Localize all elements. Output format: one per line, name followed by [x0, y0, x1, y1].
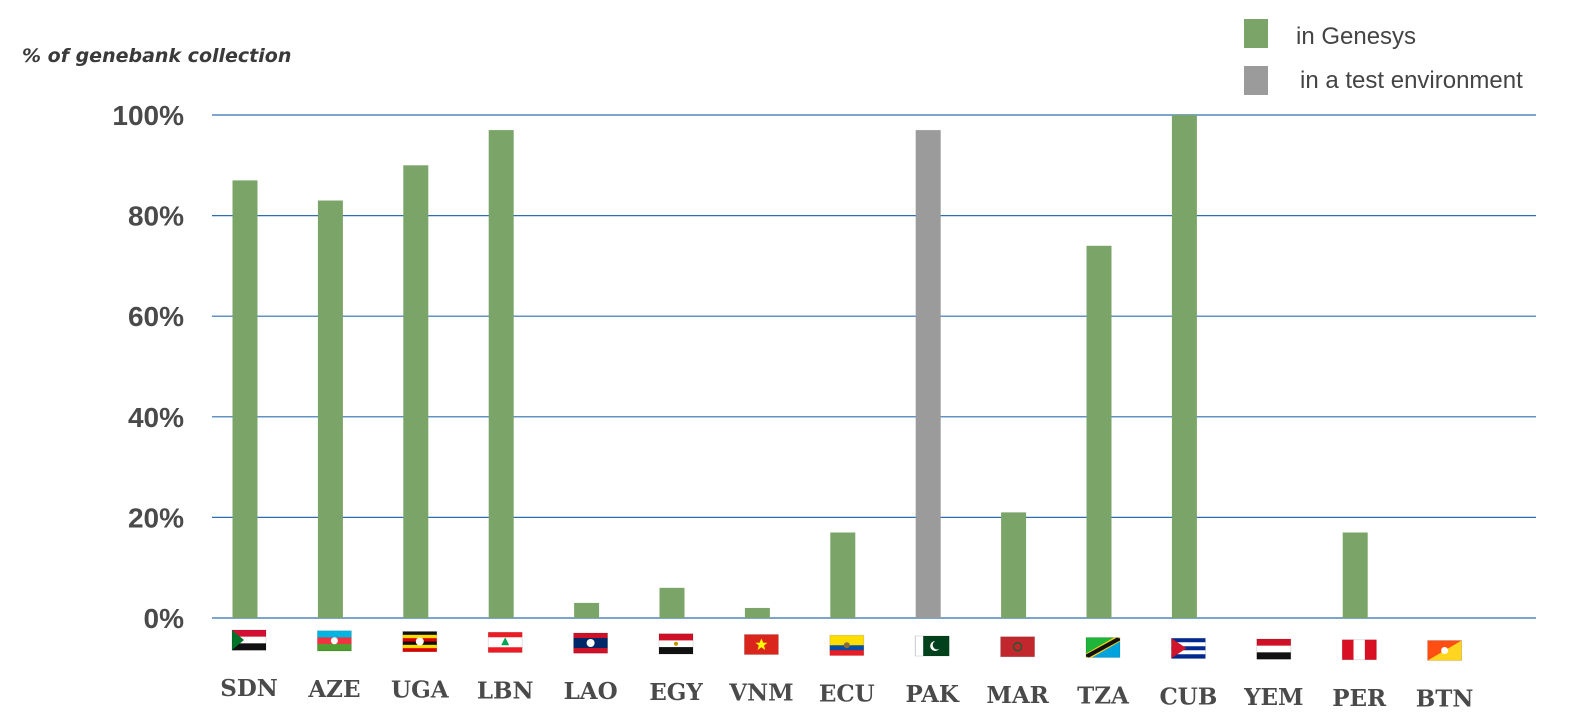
flag-tanzania-icon [1085, 637, 1121, 658]
bar-egy [659, 587, 685, 618]
y-tick-label: 60% [128, 301, 184, 332]
flag-sudan-icon [231, 629, 267, 651]
x-axis-ticks: SDN AZE UGA LBN LAO EGY VNM ECU PAK MAR TZA CUB YEM P… [220, 675, 1473, 713]
flag-peru-icon [1341, 639, 1377, 661]
flag-egypt-icon [658, 633, 694, 655]
bar-cub [1171, 115, 1197, 618]
flag-vietnam-icon [744, 634, 779, 655]
bar-pak [915, 130, 941, 618]
y-tick-label: 80% [128, 201, 184, 232]
x-tick-label-sdn: SDN [220, 675, 278, 702]
x-tick-label-ecu: ECU [819, 680, 875, 707]
legend: in Genesys in a test environment [1244, 19, 1523, 95]
x-tick-label-aze: AZE [307, 676, 360, 703]
flag-azerbaijan-icon [316, 630, 352, 652]
flag-lebanon-icon [487, 631, 523, 653]
legend-swatch-in-test-environment [1244, 66, 1268, 95]
flag-cuba-icon [1171, 637, 1206, 659]
bar-uga [403, 165, 429, 619]
flag-ecuador-icon [829, 634, 865, 656]
y-axis-label: % of genebank collection [22, 45, 291, 67]
y-tick-label: 20% [128, 502, 184, 533]
flag-pakistan-icon [914, 635, 950, 657]
x-tick-label-lbn: LBN [477, 677, 534, 704]
flag-yemen-icon [1256, 638, 1292, 660]
x-tick-label-uga: UGA [391, 677, 450, 704]
y-tick-label: 0% [144, 603, 185, 634]
x-tick-label-vnm: VNM [728, 680, 793, 707]
x-tick-label-per: PER [1332, 685, 1387, 712]
bar-ecu [830, 532, 856, 618]
flag-laos-icon [573, 632, 608, 654]
x-tick-label-lao: LAO [564, 678, 618, 705]
legend-swatch-in-genesys [1244, 19, 1268, 48]
y-axis-ticks: 0% 20% 40% 60% 80% 100% [112, 100, 184, 634]
country-flags [231, 629, 1462, 661]
x-tick-label-btn: BTN [1416, 686, 1474, 713]
bar-aze [317, 200, 343, 618]
bar-per [1342, 532, 1368, 618]
flag-morocco-icon [1000, 636, 1035, 658]
x-tick-label-mar: MAR [986, 682, 1049, 709]
bar-tza [1086, 245, 1112, 618]
bar-mar [1001, 512, 1027, 618]
legend-label-in-genesys: in Genesys [1296, 23, 1416, 50]
y-tick-label: 40% [128, 402, 184, 433]
legend-label-in-test-environment: in a test environment [1300, 67, 1523, 94]
bar-lbn [488, 130, 514, 618]
flag-uganda-icon [402, 631, 438, 652]
x-tick-label-pak: PAK [905, 681, 959, 708]
bar-vnm [744, 607, 770, 618]
bars [232, 115, 1368, 619]
x-tick-label-tza: TZA [1077, 683, 1130, 710]
x-tick-label-cub: CUB [1159, 683, 1217, 710]
gridlines [212, 114, 1536, 619]
y-tick-label: 100% [112, 100, 184, 131]
bar-sdn [232, 180, 258, 618]
flag-bhutan-icon [1427, 640, 1462, 661]
x-tick-label-egy: EGY [649, 679, 703, 706]
bar-lao [574, 602, 600, 618]
x-tick-label-yem: YEM [1243, 684, 1303, 711]
